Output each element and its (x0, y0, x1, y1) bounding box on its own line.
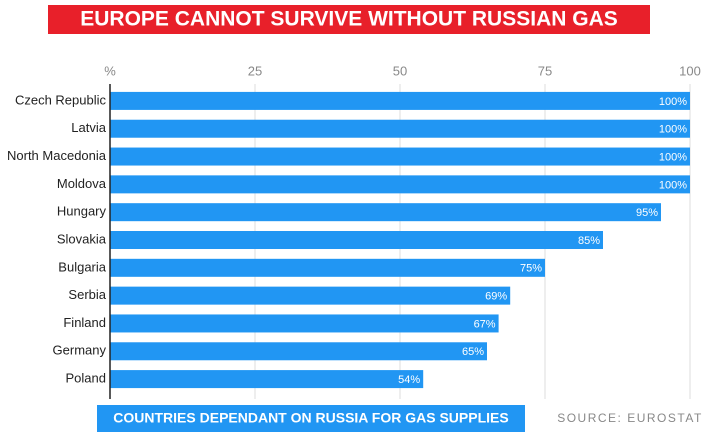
value-label: 100% (659, 179, 687, 191)
y-tick-label: Moldova (57, 176, 107, 191)
chart-title: EUROPE CANNOT SURVIVE WITHOUT RUSSIAN GA… (80, 8, 618, 31)
y-tick-label: Hungary (57, 204, 107, 219)
source: SOURCE: EUROSTAT (557, 411, 702, 425)
value-label: 100% (659, 151, 687, 163)
value-label: 65% (462, 346, 484, 358)
bar (110, 342, 487, 361)
caption-box (97, 405, 525, 432)
bar (110, 147, 690, 166)
value-label: 75% (520, 263, 542, 275)
bar (110, 231, 603, 249)
x-tick-label: % (104, 63, 116, 78)
y-tick-label: Finland (63, 315, 106, 330)
value-label: 54% (398, 374, 420, 386)
y-tick-label: Poland (66, 371, 106, 386)
bar (110, 370, 424, 389)
bar (110, 203, 661, 222)
value-label: 100% (659, 124, 687, 136)
y-tick-label: Czech Republic (15, 92, 107, 107)
y-tick-label: Germany (53, 343, 107, 358)
y-tick-label: Slovakia (57, 231, 107, 246)
bar (110, 119, 690, 138)
y-tick-label: Serbia (68, 287, 106, 302)
bar (110, 91, 690, 110)
y-tick-label: Latvia (71, 120, 106, 135)
value-label: 95% (636, 207, 658, 219)
value-label: 100% (659, 96, 687, 108)
bar (110, 286, 511, 305)
x-tick-label: 50 (393, 63, 407, 78)
x-tick-label: 75 (538, 63, 552, 78)
x-tick-label: 25 (248, 63, 262, 78)
bar (110, 175, 690, 194)
bar (110, 314, 499, 333)
value-label: 67% (474, 318, 496, 330)
y-tick-label: Bulgaria (58, 259, 106, 274)
bar (110, 258, 545, 277)
title-banner (48, 5, 650, 34)
value-label: 85% (578, 235, 600, 247)
value-label: 69% (485, 291, 507, 303)
x-tick-label: 100 (679, 63, 701, 78)
y-tick-label: North Macedonia (7, 148, 107, 163)
caption: COUNTRIES DEPENDANT ON RUSSIA FOR GAS SU… (113, 410, 508, 426)
